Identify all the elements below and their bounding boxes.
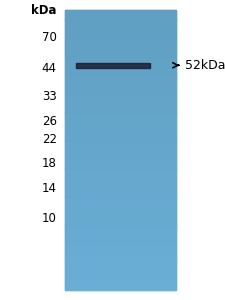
Bar <box>65 215 176 224</box>
Bar <box>76 63 150 68</box>
Bar <box>65 47 176 57</box>
Bar <box>65 131 176 141</box>
Bar <box>65 38 176 48</box>
Bar <box>65 85 176 94</box>
Text: 33: 33 <box>42 90 57 103</box>
Text: 18: 18 <box>42 157 57 170</box>
Bar <box>65 112 176 122</box>
Text: 14: 14 <box>42 182 57 195</box>
Text: 44: 44 <box>42 62 57 75</box>
Bar <box>65 271 176 281</box>
Text: kDa: kDa <box>31 4 57 17</box>
Bar <box>65 206 176 215</box>
Bar <box>65 187 176 196</box>
Bar <box>65 252 176 262</box>
Text: 70: 70 <box>42 31 57 44</box>
Bar <box>65 94 176 104</box>
Bar <box>65 28 176 38</box>
Bar <box>65 233 176 243</box>
Bar <box>65 19 176 29</box>
Bar <box>65 75 176 85</box>
Bar <box>65 168 176 178</box>
Bar <box>65 262 176 271</box>
Bar <box>65 159 176 169</box>
Bar <box>65 196 176 206</box>
Bar <box>65 122 176 131</box>
Bar <box>65 103 176 113</box>
Bar <box>65 243 176 252</box>
Bar <box>65 10 176 20</box>
Text: 10: 10 <box>42 212 57 225</box>
Bar <box>65 10 176 290</box>
Text: 26: 26 <box>42 115 57 128</box>
Bar <box>65 140 176 150</box>
Text: 22: 22 <box>42 133 57 146</box>
Bar <box>65 280 176 290</box>
Bar <box>65 57 176 66</box>
Bar <box>65 150 176 159</box>
Bar <box>65 66 176 76</box>
Text: 52kDa: 52kDa <box>173 59 225 72</box>
Bar <box>65 178 176 187</box>
Bar <box>65 224 176 234</box>
